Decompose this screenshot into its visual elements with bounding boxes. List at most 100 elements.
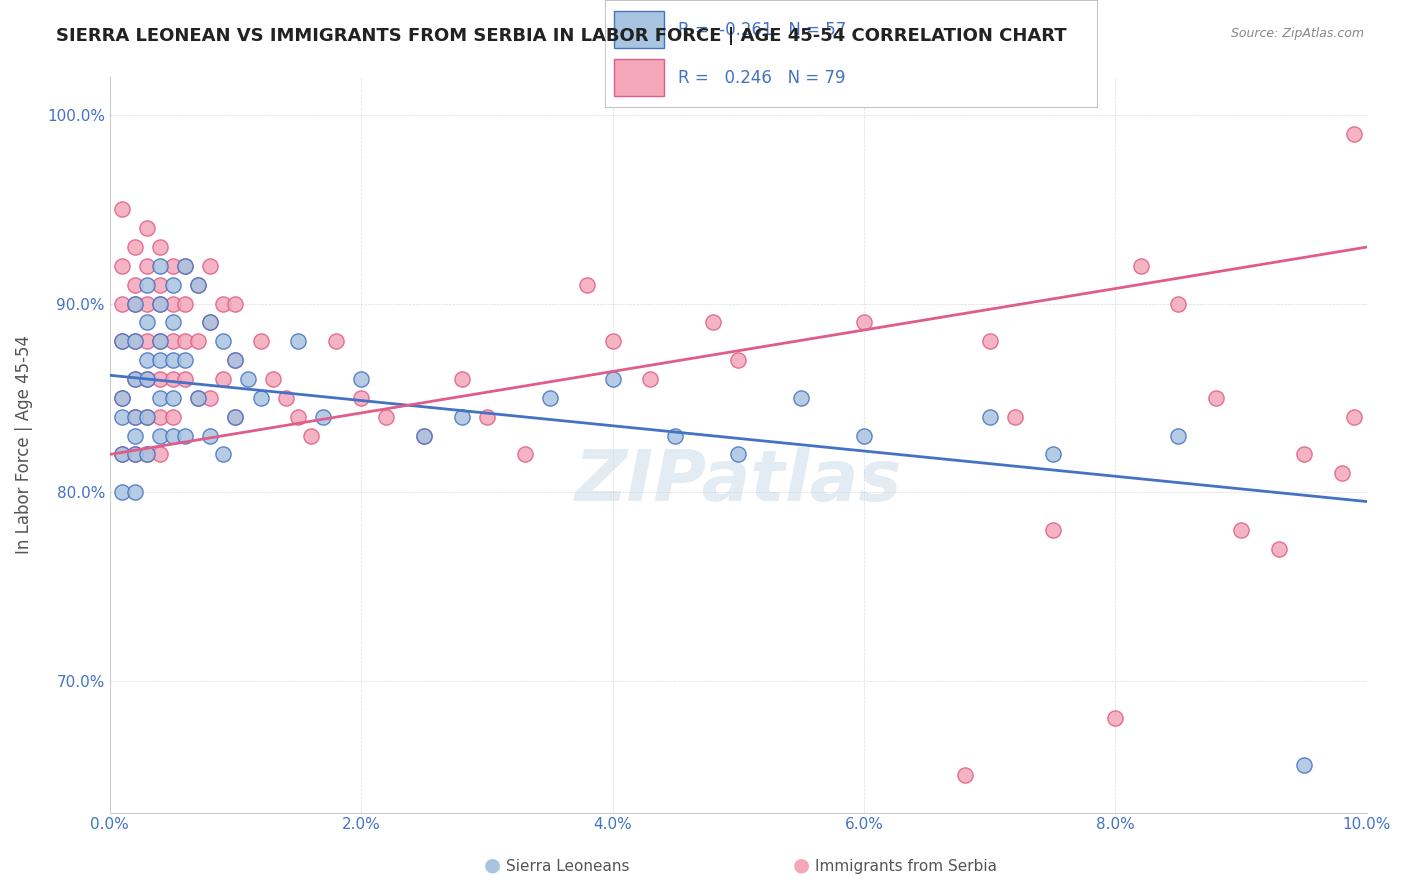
Point — [174, 259, 197, 273]
Point — [249, 391, 271, 405]
Point — [162, 277, 184, 292]
Point — [149, 240, 172, 254]
Point — [111, 259, 134, 273]
Point — [136, 447, 159, 461]
Point — [111, 447, 134, 461]
Point — [149, 277, 172, 292]
Point — [149, 334, 172, 349]
Point — [287, 334, 309, 349]
Point — [124, 409, 146, 424]
Point — [162, 428, 184, 442]
Point — [212, 372, 235, 386]
Point — [602, 334, 624, 349]
Point — [149, 353, 172, 368]
Point — [124, 447, 146, 461]
Point — [149, 391, 172, 405]
Point — [1167, 296, 1189, 310]
Text: R =   0.246   N = 79: R = 0.246 N = 79 — [678, 70, 846, 87]
Point — [727, 353, 749, 368]
Text: ●: ● — [484, 855, 501, 874]
Point — [1292, 447, 1315, 461]
Point — [136, 316, 159, 330]
Point — [111, 447, 134, 461]
Text: Source: ZipAtlas.com: Source: ZipAtlas.com — [1230, 27, 1364, 40]
Point — [325, 334, 347, 349]
Text: R =  -0.261   N = 57: R = -0.261 N = 57 — [678, 21, 846, 39]
Point — [1205, 391, 1227, 405]
Point — [174, 334, 197, 349]
Point — [224, 353, 246, 368]
Point — [149, 334, 172, 349]
Point — [287, 409, 309, 424]
FancyBboxPatch shape — [614, 11, 664, 48]
Text: ZIPatlas: ZIPatlas — [575, 447, 903, 516]
Point — [576, 277, 599, 292]
Point — [174, 259, 197, 273]
Point — [200, 391, 222, 405]
Point — [111, 296, 134, 310]
Point — [124, 296, 146, 310]
Point — [350, 391, 373, 405]
Point — [702, 316, 724, 330]
Y-axis label: In Labor Force | Age 45-54: In Labor Force | Age 45-54 — [15, 335, 32, 555]
Point — [187, 391, 209, 405]
Point — [111, 334, 134, 349]
Point — [124, 334, 146, 349]
Text: Sierra Leoneans: Sierra Leoneans — [506, 859, 630, 874]
Point — [124, 372, 146, 386]
Point — [124, 409, 146, 424]
Point — [1104, 711, 1126, 725]
Point — [187, 391, 209, 405]
Point — [187, 277, 209, 292]
Point — [979, 334, 1001, 349]
Point — [162, 372, 184, 386]
Point — [136, 447, 159, 461]
Point — [149, 296, 172, 310]
Point — [853, 316, 876, 330]
Point — [136, 372, 159, 386]
Point — [853, 428, 876, 442]
Point — [953, 768, 976, 782]
Point — [136, 372, 159, 386]
Point — [299, 428, 322, 442]
Point — [200, 428, 222, 442]
Point — [187, 334, 209, 349]
Point — [136, 221, 159, 235]
Point — [124, 296, 146, 310]
Point — [162, 259, 184, 273]
Point — [450, 372, 472, 386]
Point — [187, 277, 209, 292]
Point — [790, 391, 813, 405]
Point — [450, 409, 472, 424]
Point — [475, 409, 498, 424]
Point — [162, 334, 184, 349]
Point — [149, 259, 172, 273]
Text: SIERRA LEONEAN VS IMMIGRANTS FROM SERBIA IN LABOR FORCE | AGE 45-54 CORRELATION : SIERRA LEONEAN VS IMMIGRANTS FROM SERBIA… — [56, 27, 1067, 45]
Point — [236, 372, 259, 386]
Point — [162, 391, 184, 405]
Point — [1042, 523, 1064, 537]
Point — [212, 296, 235, 310]
Point — [124, 277, 146, 292]
Point — [136, 259, 159, 273]
Point — [174, 353, 197, 368]
Point — [149, 409, 172, 424]
Point — [174, 296, 197, 310]
Point — [149, 428, 172, 442]
Point — [162, 409, 184, 424]
Point — [249, 334, 271, 349]
Point — [149, 296, 172, 310]
Point — [111, 334, 134, 349]
Point — [1343, 409, 1365, 424]
Point — [1268, 541, 1291, 556]
Point — [224, 409, 246, 424]
Point — [162, 353, 184, 368]
Point — [664, 428, 686, 442]
Point — [1042, 447, 1064, 461]
Point — [136, 353, 159, 368]
Point — [224, 353, 246, 368]
Point — [124, 485, 146, 500]
Point — [200, 259, 222, 273]
Point — [413, 428, 436, 442]
Point — [979, 409, 1001, 424]
